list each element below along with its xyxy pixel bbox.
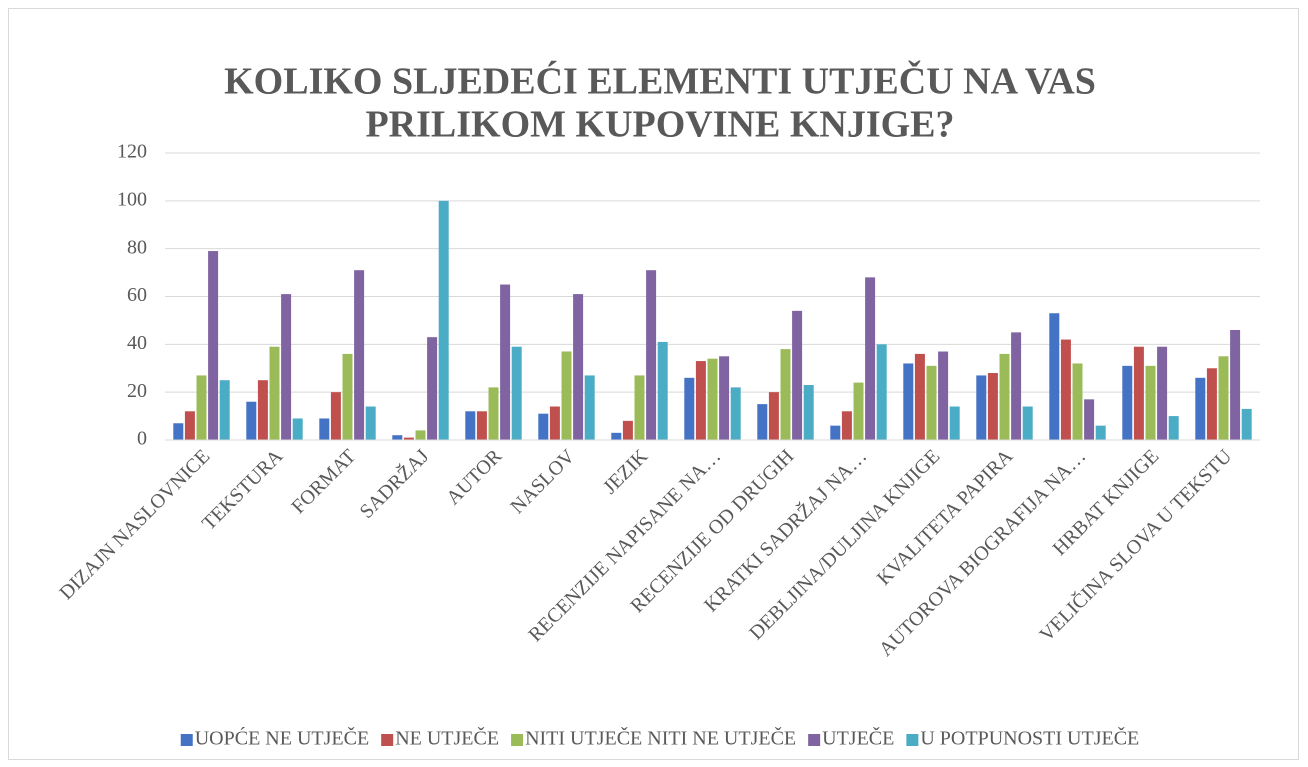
bar: [281, 294, 292, 440]
bar: [319, 418, 330, 440]
bar: [926, 365, 937, 440]
legend-label: NITI UTJEČE NITI NE UTJEČE: [525, 726, 796, 750]
bar: [853, 382, 864, 440]
bar: [695, 361, 706, 440]
bar: [1095, 425, 1106, 440]
y-tick-label: 100: [117, 188, 147, 210]
bar: [1157, 346, 1168, 440]
legend-label: NE UTJEČE: [395, 726, 499, 750]
bar: [999, 353, 1010, 440]
bar: [365, 406, 376, 440]
bar: [1122, 365, 1133, 440]
bar: [938, 351, 949, 440]
legend-label: UOPĆE NE UTJEČE: [195, 726, 369, 750]
y-tick-label: 40: [127, 332, 147, 354]
bar: [1084, 399, 1095, 440]
bar: [730, 387, 741, 440]
bar: [196, 375, 207, 440]
bar: [269, 346, 280, 440]
y-tick-label: 120: [117, 141, 147, 163]
bar: [1206, 368, 1217, 440]
bar: [657, 341, 668, 440]
legend-swatch: [180, 734, 193, 746]
bar: [803, 384, 814, 440]
bar: [438, 200, 449, 440]
bar: [1195, 377, 1206, 440]
bar: [1168, 416, 1179, 440]
bar: [246, 401, 257, 440]
legend-label: U POTPUNOSTI UTJEČE: [920, 726, 1139, 750]
bar: [584, 375, 595, 440]
bar: [1011, 332, 1022, 440]
bar: [511, 346, 522, 440]
bar: [976, 375, 987, 440]
bar: [865, 277, 876, 440]
bar: [219, 380, 230, 440]
y-tick-label: 60: [127, 284, 147, 306]
bar: [392, 435, 403, 440]
bar: [634, 375, 645, 440]
y-tick-label: 0: [137, 428, 147, 450]
bar: [173, 423, 184, 440]
bar: [427, 337, 438, 440]
bar: [684, 377, 695, 440]
bar: [330, 392, 341, 440]
bar: [500, 284, 511, 440]
bar: [1022, 406, 1033, 440]
bar: [257, 380, 268, 440]
bar: [292, 418, 303, 440]
bar: [538, 413, 549, 440]
bar: [488, 387, 499, 440]
bar: [987, 373, 998, 440]
bar: [622, 420, 633, 440]
bar: [841, 411, 852, 440]
bar: [549, 406, 560, 440]
bar: [719, 356, 730, 440]
bar: [707, 358, 718, 440]
legend-swatch: [381, 734, 394, 746]
bar: [914, 353, 925, 440]
legend-swatch: [906, 734, 919, 746]
bar: [342, 353, 353, 440]
bar: [573, 294, 584, 440]
bar: [1072, 363, 1083, 440]
bar: [354, 270, 365, 440]
chart-title: KOLIKO SLJEDEĆI ELEMENTI UTJEČU NA VAS: [224, 60, 1096, 103]
bar: [476, 411, 487, 440]
bar: [561, 351, 572, 440]
bar: [792, 310, 803, 440]
legend-swatch: [511, 734, 524, 746]
chart-title: PRILIKOM KUPOVINE KNJIGE?: [365, 104, 954, 146]
bar: [903, 363, 914, 440]
legend-label: UTJEČE: [822, 726, 894, 750]
bar: [1218, 356, 1229, 440]
bar: [876, 344, 887, 440]
bar: [465, 411, 476, 440]
bar: [1049, 313, 1060, 440]
y-tick-label: 20: [127, 380, 147, 402]
bar: [757, 404, 768, 440]
bar: [1230, 329, 1241, 440]
bar: [403, 437, 414, 440]
bar: [1133, 346, 1144, 440]
bar: [208, 251, 219, 440]
bar: [830, 425, 841, 440]
bar: [184, 411, 195, 440]
legend-swatch: [808, 734, 821, 746]
bar: [646, 270, 657, 440]
bar: [780, 349, 791, 440]
bar: [1060, 339, 1071, 440]
y-tick-label: 80: [127, 236, 147, 258]
bar: [611, 432, 622, 440]
bar: [415, 430, 426, 440]
bar: [768, 392, 779, 440]
bar: [949, 406, 960, 440]
bar: [1145, 365, 1156, 440]
bar: [1241, 408, 1252, 440]
